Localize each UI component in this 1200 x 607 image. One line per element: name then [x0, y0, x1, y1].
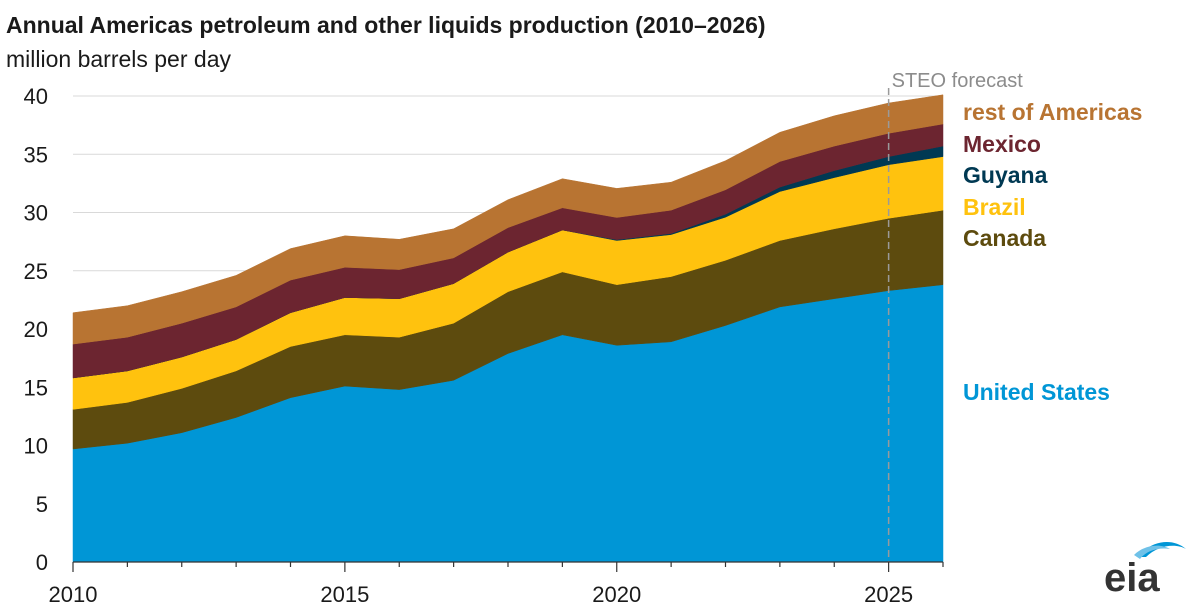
logo-text: eia	[1104, 556, 1160, 597]
y-tick-label: 25	[24, 259, 48, 284]
x-tick-label: 2015	[320, 582, 369, 607]
y-axis-ticks: 0 5 10 15 20 25 30 35 40	[24, 84, 48, 575]
legend-label: United States	[963, 379, 1110, 405]
x-tick-label: 2025	[864, 582, 913, 607]
forecast-label: STEO forecast	[892, 70, 1024, 92]
y-tick-label: 0	[36, 550, 48, 575]
legend-label: Brazil	[963, 194, 1026, 220]
legend-label: rest of Americas	[963, 99, 1142, 125]
y-tick-label: 40	[24, 84, 48, 109]
series-area-rest-of-americas	[72, 94, 944, 345]
y-tick-label: 15	[24, 375, 48, 400]
x-tick-label: 2020	[592, 582, 641, 607]
y-tick-label: 30	[24, 201, 48, 226]
eia-logo: eia	[1104, 542, 1186, 597]
y-tick-label: 35	[24, 142, 48, 167]
y-tick-label: 5	[36, 492, 48, 517]
logo-swoosh-light-icon	[1134, 545, 1170, 559]
x-axis-ticks: 2010 2015 2020 2025	[49, 562, 944, 607]
chart-subtitle: million barrels per day	[6, 46, 231, 72]
logo-swoosh-icon	[1138, 542, 1186, 557]
y-tick-label: 20	[24, 317, 48, 342]
series-areas	[72, 94, 944, 563]
legend-label: Mexico	[963, 131, 1041, 157]
legend: United States Canada Brazil Guyana Mexico res…	[963, 99, 1142, 405]
legend-label: Guyana	[963, 162, 1048, 188]
y-tick-label: 10	[24, 434, 48, 459]
x-tick-label: 2010	[49, 582, 98, 607]
chart-title: Annual Americas petroleum and other liqu…	[6, 12, 766, 38]
legend-label: Canada	[963, 225, 1046, 251]
